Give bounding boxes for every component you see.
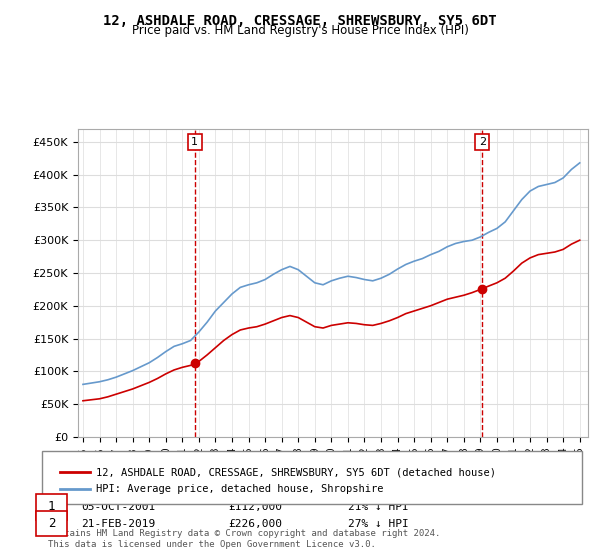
Text: 2: 2	[479, 137, 486, 147]
Text: 1: 1	[191, 137, 198, 147]
Text: 2: 2	[48, 517, 55, 530]
Text: £226,000: £226,000	[228, 519, 282, 529]
Text: 21% ↓ HPI: 21% ↓ HPI	[348, 502, 409, 512]
Text: 27% ↓ HPI: 27% ↓ HPI	[348, 519, 409, 529]
Text: 12, ASHDALE ROAD, CRESSAGE, SHREWSBURY, SY5 6DT: 12, ASHDALE ROAD, CRESSAGE, SHREWSBURY, …	[103, 14, 497, 28]
Text: HPI: Average price, detached house, Shropshire: HPI: Average price, detached house, Shro…	[96, 484, 383, 494]
Text: 1: 1	[48, 500, 55, 514]
Text: £112,000: £112,000	[228, 502, 282, 512]
Text: Contains HM Land Registry data © Crown copyright and database right 2024.
This d: Contains HM Land Registry data © Crown c…	[48, 529, 440, 549]
Text: Price paid vs. HM Land Registry's House Price Index (HPI): Price paid vs. HM Land Registry's House …	[131, 24, 469, 37]
Text: 05-OCT-2001: 05-OCT-2001	[81, 502, 155, 512]
Text: 21-FEB-2019: 21-FEB-2019	[81, 519, 155, 529]
Text: 12, ASHDALE ROAD, CRESSAGE, SHREWSBURY, SY5 6DT (detached house): 12, ASHDALE ROAD, CRESSAGE, SHREWSBURY, …	[96, 467, 496, 477]
